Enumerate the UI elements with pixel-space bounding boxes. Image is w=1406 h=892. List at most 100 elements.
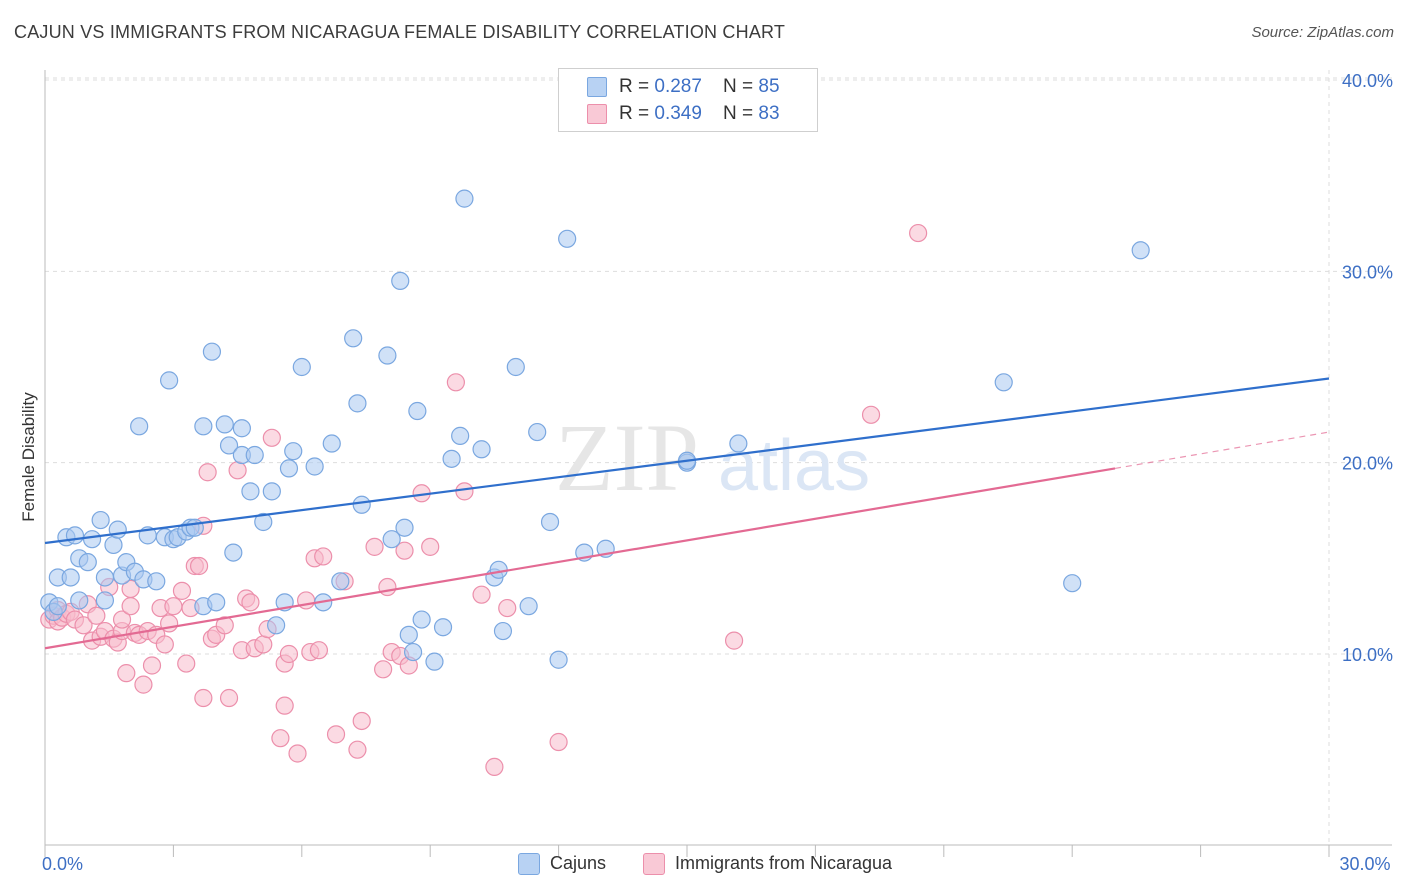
point-nicaragua-80 (549, 732, 568, 752)
series-cajuns-points (40, 189, 1150, 671)
grid-lines (45, 70, 1392, 845)
point-cajuns-6 (65, 526, 85, 545)
x-tick-label-0: 0.0% (42, 854, 83, 874)
point-nicaragua-74 (421, 537, 440, 556)
point-nicaragua-62 (326, 725, 346, 744)
point-cajuns-7 (70, 591, 89, 610)
point-nicaragua-82 (861, 405, 881, 424)
point-cajuns-75 (540, 512, 560, 532)
point-cajuns-24 (160, 371, 179, 390)
point-cajuns-55 (378, 346, 397, 365)
point-cajuns-52 (344, 329, 363, 348)
point-nicaragua-21 (121, 579, 140, 599)
point-nicaragua-32 (172, 581, 192, 600)
point-cajuns-70 (489, 560, 508, 579)
point-nicaragua-56 (288, 744, 307, 763)
point-cajuns-66 (451, 426, 470, 445)
point-cajuns-38 (232, 419, 251, 438)
bottom-legend-swatch-cajuns (518, 853, 540, 875)
point-nicaragua-68 (378, 577, 397, 597)
legend-r-label-nicaragua: R = (619, 103, 655, 124)
point-nicaragua-76 (455, 482, 474, 501)
point-cajuns-58 (395, 518, 414, 537)
point-nicaragua-49 (254, 635, 273, 654)
point-nicaragua-29 (155, 635, 174, 654)
point-cajuns-61 (412, 610, 431, 629)
bottom-legend-label-nicaragua: Immigrants from Nicaragua (675, 853, 893, 873)
point-cajuns-50 (322, 434, 341, 453)
point-nicaragua-47 (241, 593, 260, 612)
point-cajuns-56 (391, 271, 410, 290)
point-cajuns-30 (194, 417, 213, 436)
point-cajuns-14 (104, 535, 123, 555)
point-cajuns-13 (95, 568, 115, 587)
point-cajuns-29 (185, 518, 204, 537)
y-tick-label-30: 30.0% (1342, 262, 1393, 282)
trend-line-nicaragua-extension (1114, 431, 1330, 469)
point-cajuns-67 (455, 189, 474, 208)
legend-swatch-cajuns (587, 77, 607, 97)
point-nicaragua-53 (275, 696, 294, 715)
legend-n-label-nicaragua: N = (723, 103, 759, 124)
trend-lines (44, 377, 1330, 650)
bottom-legend-swatch-nicaragua (643, 853, 665, 875)
point-cajuns-51 (331, 572, 350, 591)
point-nicaragua-19 (117, 664, 136, 683)
point-cajuns-22 (147, 572, 166, 591)
point-nicaragua-78 (485, 757, 504, 776)
point-cajuns-10 (82, 530, 102, 549)
bottom-legend-label-cajuns: Cajuns (550, 853, 607, 873)
source-label: Source: ZipAtlas.com (1251, 24, 1394, 41)
point-cajuns-48 (305, 457, 324, 476)
point-nicaragua-39 (198, 463, 217, 482)
point-nicaragua-83 (909, 223, 928, 243)
point-cajuns-54 (352, 495, 371, 514)
point-cajuns-60 (408, 401, 427, 421)
point-nicaragua-33 (177, 654, 196, 673)
point-cajuns-15 (108, 520, 127, 539)
point-cajuns-32 (202, 342, 222, 361)
point-nicaragua-81 (724, 631, 744, 650)
point-nicaragua-8 (74, 616, 93, 635)
point-cajuns-65 (442, 449, 461, 468)
legend-swatch-nicaragua (587, 104, 607, 124)
point-nicaragua-43 (219, 688, 239, 708)
axes (44, 70, 1392, 857)
legend-r-value-cajuns: 0.287 (654, 76, 702, 97)
point-cajuns-47 (292, 357, 311, 377)
point-cajuns-12 (95, 591, 115, 610)
point-cajuns-20 (130, 417, 149, 436)
legend-r-label-cajuns: R = (619, 76, 655, 97)
point-cajuns-74 (528, 422, 547, 442)
point-nicaragua-26 (142, 656, 162, 675)
point-cajuns-45 (279, 459, 299, 478)
point-cajuns-39 (241, 482, 260, 501)
point-nicaragua-31 (164, 597, 183, 616)
point-nicaragua-60 (309, 641, 329, 660)
trend-line-nicaragua (44, 467, 1116, 650)
point-cajuns-82 (729, 434, 748, 453)
y-tick-label-40: 40.0% (1342, 71, 1393, 91)
point-nicaragua-67 (374, 660, 393, 679)
point-cajuns-73 (519, 597, 538, 616)
watermark-zip: ZIP (555, 404, 699, 511)
point-cajuns-57 (382, 530, 401, 549)
point-cajuns-77 (558, 229, 577, 248)
point-nicaragua-44 (228, 461, 247, 480)
point-nicaragua-11 (87, 606, 106, 625)
point-cajuns-62 (399, 625, 418, 644)
y-tick-label-20: 20.0% (1342, 454, 1393, 474)
point-nicaragua-71 (395, 541, 414, 560)
point-nicaragua-18 (112, 610, 132, 629)
point-cajuns-34 (215, 415, 234, 434)
point-cajuns-41 (254, 512, 273, 532)
point-cajuns-42 (262, 482, 281, 501)
point-cajuns-83 (994, 373, 1013, 392)
point-nicaragua-61 (314, 547, 333, 566)
point-cajuns-11 (91, 510, 110, 530)
point-nicaragua-66 (365, 537, 384, 556)
point-nicaragua-20 (121, 597, 140, 616)
legend-n-value-cajuns: 85 (758, 76, 780, 97)
point-nicaragua-52 (271, 729, 290, 748)
